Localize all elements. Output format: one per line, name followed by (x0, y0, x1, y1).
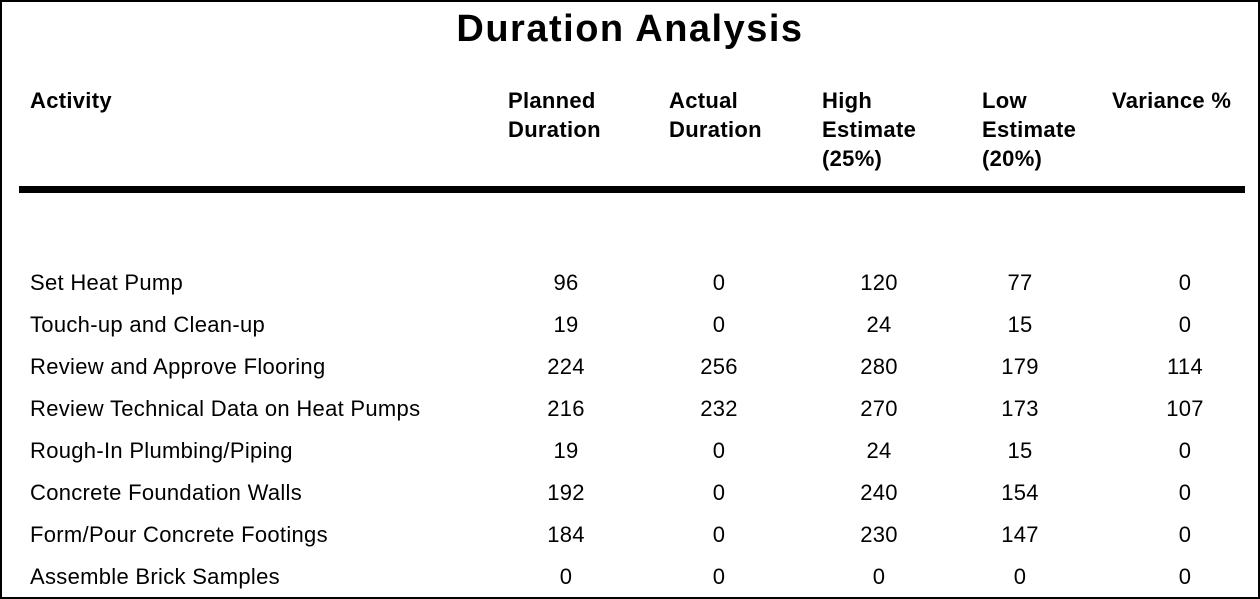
actual-duration-cell: 0 (712, 564, 726, 589)
variance-cell: 107 (1166, 396, 1204, 421)
table-header-row: Activity Planned Duration Actual Duratio… (2, 86, 1258, 173)
variance-cell: 0 (1178, 522, 1192, 547)
low-estimate-cell: 77 (1007, 270, 1033, 295)
column-header-low-estimate: Low Estimate (20%) (982, 88, 1077, 171)
table-row: Set Heat Pump 96 0 120 77 0 (2, 262, 1258, 304)
high-estimate-cell: 240 (860, 480, 898, 505)
planned-duration-cell: 216 (547, 396, 585, 421)
planned-duration-cell: 192 (547, 480, 585, 505)
low-estimate-cell: 0 (1013, 564, 1027, 589)
table-row: Assemble Brick Samples 0 0 0 0 0 (2, 556, 1258, 597)
low-estimate-cell: 173 (1001, 396, 1039, 421)
planned-duration-cell: 184 (547, 522, 585, 547)
actual-duration-cell: 0 (712, 312, 726, 337)
planned-duration-cell: 19 (553, 438, 579, 463)
table-row: Review Technical Data on Heat Pumps 216 … (2, 388, 1258, 430)
activity-cell: Form/Pour Concrete Footings (30, 522, 328, 547)
low-estimate-cell: 154 (1001, 480, 1039, 505)
planned-duration-cell: 0 (559, 564, 573, 589)
low-estimate-cell: 15 (1007, 312, 1033, 337)
activity-cell: Review and Approve Flooring (30, 354, 326, 379)
actual-duration-cell: 0 (712, 480, 726, 505)
planned-duration-cell: 224 (547, 354, 585, 379)
table-row: Form/Pour Concrete Footings 184 0 230 14… (2, 514, 1258, 556)
page-title: Duration Analysis (456, 8, 804, 50)
activity-cell: Assemble Brick Samples (30, 564, 280, 589)
table-body: Set Heat Pump 96 0 120 77 0 Touch-up and… (2, 262, 1258, 597)
variance-cell: 0 (1178, 270, 1192, 295)
variance-cell: 0 (1178, 480, 1192, 505)
actual-duration-cell: 0 (712, 438, 726, 463)
column-header-activity: Activity (30, 88, 112, 113)
high-estimate-cell: 280 (860, 354, 898, 379)
planned-duration-cell: 96 (553, 270, 579, 295)
actual-duration-cell: 256 (700, 354, 738, 379)
table-row: Review and Approve Flooring 224 256 280 … (2, 346, 1258, 388)
variance-cell: 114 (1167, 354, 1203, 379)
column-header-variance-percent: Variance % (1112, 88, 1232, 113)
high-estimate-cell: 0 (872, 564, 886, 589)
column-header-high-estimate: High Estimate (25%) (822, 88, 917, 171)
activity-cell: Review Technical Data on Heat Pumps (30, 396, 421, 421)
table-row: Rough-In Plumbing/Piping 19 0 24 15 0 (2, 430, 1258, 472)
variance-cell: 0 (1178, 438, 1192, 463)
high-estimate-cell: 230 (860, 522, 898, 547)
column-header-actual-duration: Actual Duration (669, 88, 762, 142)
variance-cell: 0 (1178, 312, 1192, 337)
header-divider-rule (19, 186, 1245, 193)
actual-duration-cell: 232 (700, 396, 738, 421)
variance-cell: 0 (1178, 564, 1192, 589)
activity-cell: Rough-In Plumbing/Piping (30, 438, 293, 463)
activity-cell: Set Heat Pump (30, 270, 184, 295)
low-estimate-cell: 179 (1001, 354, 1039, 379)
activity-cell: Touch-up and Clean-up (30, 312, 266, 337)
high-estimate-cell: 270 (860, 396, 898, 421)
high-estimate-cell: 24 (866, 312, 892, 337)
low-estimate-cell: 147 (1001, 522, 1039, 547)
planned-duration-cell: 19 (553, 312, 579, 337)
low-estimate-cell: 15 (1007, 438, 1033, 463)
actual-duration-cell: 0 (712, 522, 726, 547)
table-row: Concrete Foundation Walls 192 0 240 154 … (2, 472, 1258, 514)
activity-cell: Concrete Foundation Walls (30, 480, 303, 505)
actual-duration-cell: 0 (712, 270, 726, 295)
column-header-planned-duration: Planned Duration (508, 88, 601, 142)
high-estimate-cell: 120 (860, 270, 898, 295)
table-row: Touch-up and Clean-up 19 0 24 15 0 (2, 304, 1258, 346)
high-estimate-cell: 24 (866, 438, 892, 463)
